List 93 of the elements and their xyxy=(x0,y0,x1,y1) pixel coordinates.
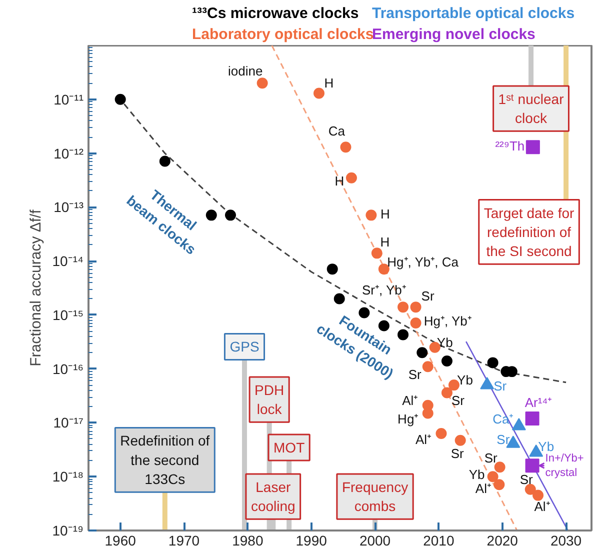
annotation: Al⁺ xyxy=(534,498,550,514)
annotation: Yb xyxy=(457,372,473,388)
annotation: H xyxy=(324,76,334,91)
annotation: Sr xyxy=(421,288,435,304)
point xyxy=(398,302,409,313)
y-tick-label: 10⁻¹⁸ xyxy=(52,468,84,485)
ref-line-label: 1ˢᵗ nuclear clock xyxy=(498,90,564,126)
point xyxy=(487,471,498,482)
annotation: Sr xyxy=(520,472,534,487)
ref-line-label: MOT xyxy=(274,440,306,456)
ref-line-label: Redefinition of the second 133Cs xyxy=(120,432,210,488)
point xyxy=(366,210,377,221)
annotation: Al⁺ xyxy=(415,432,432,448)
text: Laboratory optical clocks xyxy=(192,25,374,43)
point xyxy=(494,462,506,473)
annotation: Hg⁺, Yb⁺ xyxy=(424,313,472,328)
annotation: Ar¹⁴⁺ xyxy=(524,394,552,410)
point xyxy=(114,94,126,105)
point xyxy=(448,380,460,391)
point xyxy=(378,264,390,275)
y-tick-label: 10⁻¹¹ xyxy=(54,91,84,108)
annotation: Sr⁺, Yb⁺ xyxy=(362,282,406,298)
annotation: Sr xyxy=(484,450,498,466)
y-tick-label: 10⁻¹² xyxy=(54,145,84,162)
ref-line-label: Laser cooling xyxy=(250,478,296,514)
text: Transportable optical clocks xyxy=(372,4,575,22)
y-tick-label: 10⁻¹⁹ xyxy=(52,522,84,538)
y-tick-label: 10⁻¹⁴ xyxy=(52,253,84,270)
y-tick-label: 10⁻¹⁵ xyxy=(52,306,84,323)
annotation: In+/Yb+ crystal xyxy=(545,452,584,479)
point xyxy=(441,355,452,366)
x-tick-label: 2000 xyxy=(359,532,391,548)
x-tick-label: 1980 xyxy=(232,532,264,548)
point xyxy=(525,458,540,473)
text: Emerging novel clocks xyxy=(372,25,536,43)
annotation: Al⁺ xyxy=(475,481,491,496)
point xyxy=(422,361,434,372)
annotation: Yb xyxy=(436,334,453,350)
x-tick-label: 1960 xyxy=(104,532,136,548)
point xyxy=(346,172,357,184)
annotation: Sr xyxy=(451,393,466,408)
annotation: H xyxy=(380,234,390,250)
point xyxy=(487,357,498,368)
point xyxy=(525,411,540,426)
annotation: Sr xyxy=(408,367,422,382)
point xyxy=(398,329,409,340)
point xyxy=(224,210,236,221)
x-tick-label: 2020 xyxy=(486,532,518,548)
annotation: Hg⁺, Yb⁺, Ca xyxy=(387,254,460,270)
ref-line-label: GPS xyxy=(230,338,260,355)
annotation: ²²⁹Th xyxy=(495,138,525,154)
y-tick-label: 10⁻¹⁶ xyxy=(52,360,84,377)
point xyxy=(524,484,536,495)
point xyxy=(436,428,447,440)
text: ¹³³Cs microwave clocks xyxy=(192,4,359,22)
y-tick-label: 10⁻¹³ xyxy=(54,199,84,216)
annotation: H xyxy=(380,206,390,222)
point xyxy=(454,434,466,446)
point xyxy=(334,293,345,304)
point xyxy=(371,248,382,259)
point xyxy=(159,156,170,167)
x-tick-label: 1970 xyxy=(168,532,200,548)
point xyxy=(256,78,268,89)
point xyxy=(410,317,422,328)
point xyxy=(532,490,544,501)
x-tick-label: 1990 xyxy=(296,532,328,548)
point xyxy=(422,408,434,419)
x-tick-label: 2030 xyxy=(550,532,582,548)
annotation: Yb xyxy=(538,439,554,454)
annotation: Al⁺ xyxy=(402,392,418,408)
point xyxy=(206,210,217,221)
y-tick-label: 10⁻¹⁷ xyxy=(53,414,84,431)
ref-line-label: Target date for redefinition of the SI second xyxy=(484,204,575,260)
x-tick-label: 2010 xyxy=(423,532,454,548)
point xyxy=(441,387,452,398)
annotation: iodine xyxy=(228,64,263,79)
annotation: Ca xyxy=(328,124,346,139)
point xyxy=(313,88,324,99)
point xyxy=(410,302,422,313)
point xyxy=(340,142,352,153)
point xyxy=(526,140,540,154)
annotation: Sr xyxy=(496,432,510,448)
point xyxy=(326,264,338,275)
annotation: Yb xyxy=(468,467,485,482)
annotation: Hg⁺ xyxy=(398,412,418,427)
ref-line-label: PDH lock xyxy=(254,382,284,418)
y-axis-title: Fractional accuracy Δf/f xyxy=(27,208,44,366)
annotation: Sr xyxy=(494,378,508,394)
annotation: Sr xyxy=(450,446,465,461)
annotation: H xyxy=(334,173,344,188)
ref-line-label: Frequency combs xyxy=(342,478,408,514)
point xyxy=(416,347,428,358)
point xyxy=(494,479,505,490)
